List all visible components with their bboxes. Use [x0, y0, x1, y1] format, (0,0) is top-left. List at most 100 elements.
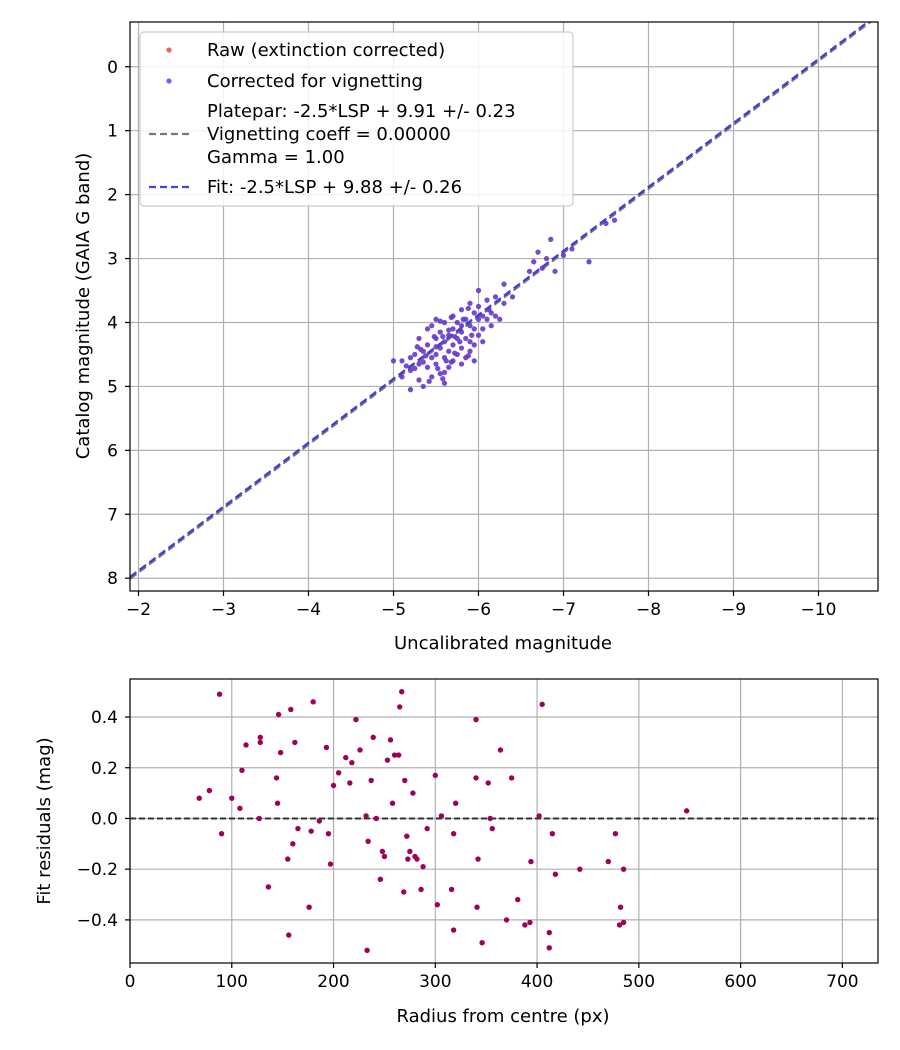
residual-point [438, 813, 445, 819]
residual-point [620, 866, 627, 872]
legend-platepar-line3: Gamma = 1.00 [207, 147, 345, 168]
residual-point [325, 830, 332, 837]
x-tick-label: 700 [826, 972, 858, 992]
corrected-point [552, 268, 558, 274]
x-tick-label: 400 [521, 972, 553, 992]
corrected-point [467, 339, 473, 345]
y-tick-label: 4 [107, 313, 118, 333]
legend-raw-marker [166, 47, 172, 53]
residual-point [243, 742, 249, 748]
residual-point [497, 747, 504, 753]
residual-point [508, 775, 515, 781]
residual-point [546, 929, 552, 936]
y-tick-label: 1 [107, 122, 118, 142]
corrected-point [431, 333, 437, 340]
residual-point [387, 737, 394, 743]
corrected-point [471, 326, 477, 332]
corrected-point [440, 333, 446, 340]
y-tick-label: 0.2 [91, 759, 118, 779]
bottom-y-ticks: −0.4 −0.2 0.0 0.2 0.4 [77, 708, 130, 931]
residual-point [473, 716, 479, 723]
corrected-point [543, 255, 550, 262]
corrected-point [467, 300, 473, 306]
residual-point [605, 858, 612, 865]
x-tick-label: 300 [419, 972, 451, 992]
corrected-point [569, 246, 575, 252]
residual-point [285, 856, 291, 862]
x-tick-label: −2 [126, 600, 151, 620]
residual-point [479, 940, 485, 946]
corrected-point [611, 217, 618, 223]
residual-point [379, 848, 386, 855]
residual-point [368, 777, 374, 784]
residual-point [424, 825, 430, 832]
residual-point [552, 871, 559, 877]
corrected-point [463, 335, 469, 342]
residual-point [206, 787, 213, 794]
corrected-point [465, 305, 471, 312]
residual-point [257, 734, 263, 741]
x-tick-label: 600 [724, 972, 756, 992]
corrected-point [452, 333, 458, 340]
residual-point [612, 830, 619, 837]
residual-point [277, 749, 284, 756]
residual-point [290, 841, 296, 847]
top-plot-frame [129, 21, 879, 592]
corrected-point [458, 361, 465, 367]
residual-point [402, 777, 408, 784]
residual-point [401, 889, 407, 895]
bottom-y-axis-label: Fit residuals (mag) [34, 737, 55, 904]
residual-point [237, 805, 243, 812]
y-tick-label: 8 [107, 569, 118, 589]
corrected-point [471, 310, 477, 316]
corrected-point [429, 323, 435, 329]
corrected-point [403, 363, 409, 369]
residual-point [473, 775, 479, 781]
corrected-point [433, 316, 439, 322]
corrected-point [480, 339, 486, 345]
corrected-point [437, 345, 443, 351]
corrected-point [457, 339, 463, 345]
residual-point [373, 815, 379, 822]
residual-point [316, 818, 322, 824]
corrected-point [414, 344, 420, 350]
residual-point [474, 904, 480, 910]
x-tick-label: 500 [623, 972, 655, 992]
residual-point [487, 815, 493, 822]
corrected-point [441, 369, 448, 375]
corrected-point [441, 380, 448, 386]
x-tick-label: −9 [721, 600, 746, 620]
residual-point [414, 856, 420, 862]
y-tick-label: 7 [107, 505, 118, 525]
residual-point [527, 919, 533, 926]
corrected-point [548, 236, 554, 242]
residual-point [384, 757, 391, 763]
residual-point [286, 932, 292, 938]
corrected-point [399, 358, 405, 364]
residual-point [448, 886, 455, 893]
corrected-point [450, 326, 456, 332]
corrected-point [446, 364, 452, 370]
corrected-point [469, 332, 475, 338]
residual-point [295, 825, 301, 832]
residual-point [395, 752, 402, 758]
legend-platepar-line1: Platepar: -2.5*LSP + 9.91 +/- 0.23 [207, 101, 516, 122]
residual-point [256, 815, 262, 822]
residual-point [405, 856, 411, 862]
residual-point [349, 759, 355, 766]
residual-point [617, 904, 624, 910]
corrected-point [424, 342, 431, 348]
corrected-point [484, 297, 490, 303]
corrected-point [448, 314, 454, 320]
bottom-x-ticks: 0 100 200 300 400 500 600 700 [125, 963, 859, 992]
corrected-point [446, 327, 452, 333]
corrected-point [429, 355, 435, 361]
corrected-point [440, 376, 446, 382]
corrected-point [501, 300, 507, 306]
corrected-point [424, 326, 431, 332]
corrected-point [424, 364, 431, 370]
residual-point [452, 800, 459, 806]
top-y-axis-label: Catalog magnitude (GAIA G band) [73, 153, 94, 460]
corrected-point [475, 316, 482, 322]
corrected-point [429, 374, 435, 380]
